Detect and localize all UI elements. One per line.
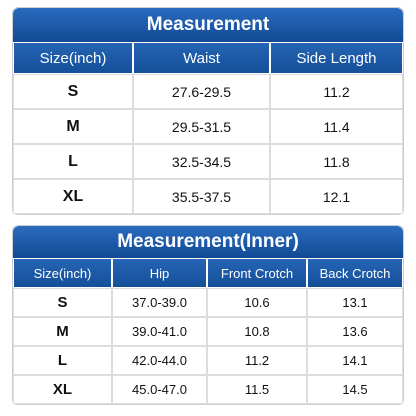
table-frame: [12, 225, 404, 405]
size-cell: S: [13, 288, 112, 317]
value-cell: 32.5-34.5: [133, 144, 270, 179]
value-cell: 45.0-47.0: [112, 375, 207, 404]
value-cell: 29.5-31.5: [133, 109, 270, 144]
column-header: Size(inch): [13, 258, 112, 288]
size-cell: L: [13, 346, 112, 375]
value-cell: 13.6: [307, 317, 403, 346]
table-frame: [12, 7, 404, 215]
value-cell: 12.1: [270, 179, 403, 214]
value-cell: 11.2: [207, 346, 307, 375]
column-header: Hip: [112, 258, 207, 288]
value-cell: 35.5-37.5: [133, 179, 270, 214]
value-cell: 27.6-29.5: [133, 74, 270, 109]
column-header: Back Crotch: [307, 258, 403, 288]
size-cell: M: [13, 109, 133, 144]
value-cell: 11.4: [270, 109, 403, 144]
column-header: Side Length: [270, 42, 403, 74]
size-cell: XL: [13, 179, 133, 214]
size-cell: S: [13, 74, 133, 109]
value-cell: 39.0-41.0: [112, 317, 207, 346]
value-cell: 11.2: [270, 74, 403, 109]
value-cell: 11.5: [207, 375, 307, 404]
column-header: Front Crotch: [207, 258, 307, 288]
size-cell: XL: [13, 375, 112, 404]
value-cell: 37.0-39.0: [112, 288, 207, 317]
table-title: Measurement(Inner): [13, 226, 403, 258]
size-cell: L: [13, 144, 133, 179]
value-cell: 42.0-44.0: [112, 346, 207, 375]
table-title: Measurement: [13, 8, 403, 42]
value-cell: 14.5: [307, 375, 403, 404]
value-cell: 10.8: [207, 317, 307, 346]
size-cell: M: [13, 317, 112, 346]
value-cell: 14.1: [307, 346, 403, 375]
value-cell: 11.8: [270, 144, 403, 179]
value-cell: 10.6: [207, 288, 307, 317]
column-header: Size(inch): [13, 42, 133, 74]
value-cell: 13.1: [307, 288, 403, 317]
column-header: Waist: [133, 42, 270, 74]
